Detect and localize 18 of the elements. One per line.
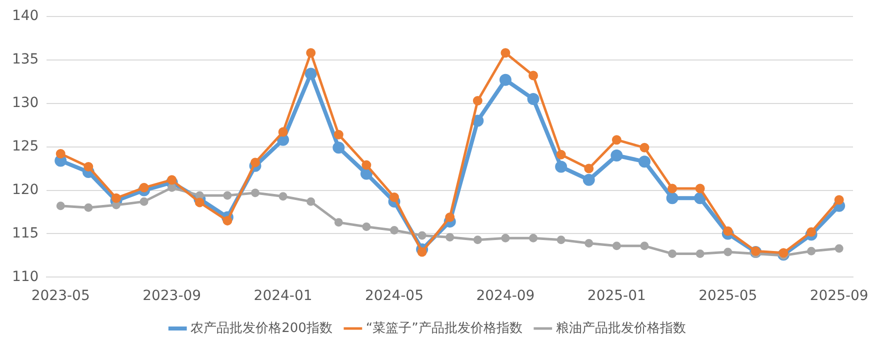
y-tick-label: 130 [12,94,39,111]
legend-label: 农产品批发价格200指数 [190,320,332,336]
y-tick-label: 110 [12,268,39,285]
x-tick-label: 2025-01 [587,288,646,304]
y-tick-label: 135 [12,52,39,68]
legend-label: 粮油产品批发价格指数 [556,320,686,336]
x-tick-label: 2023-09 [142,288,202,304]
x-tick-label: 2024-01 [254,288,312,304]
legend-label: “菜篮子”产品批发价格指数 [366,320,522,336]
y-tick-label: 115 [12,225,39,242]
x-tick-label: 2025-05 [698,288,758,304]
y-tick-label: 125 [12,138,39,154]
y-tick-label: 120 [12,182,39,198]
x-tick-label: 2023-05 [31,288,90,304]
x-tick-label: 2025-09 [810,288,868,304]
x-tick-label: 2024-09 [476,288,535,304]
x-tick-label: 2024-05 [365,288,424,304]
y-tick-label: 140 [12,8,39,24]
